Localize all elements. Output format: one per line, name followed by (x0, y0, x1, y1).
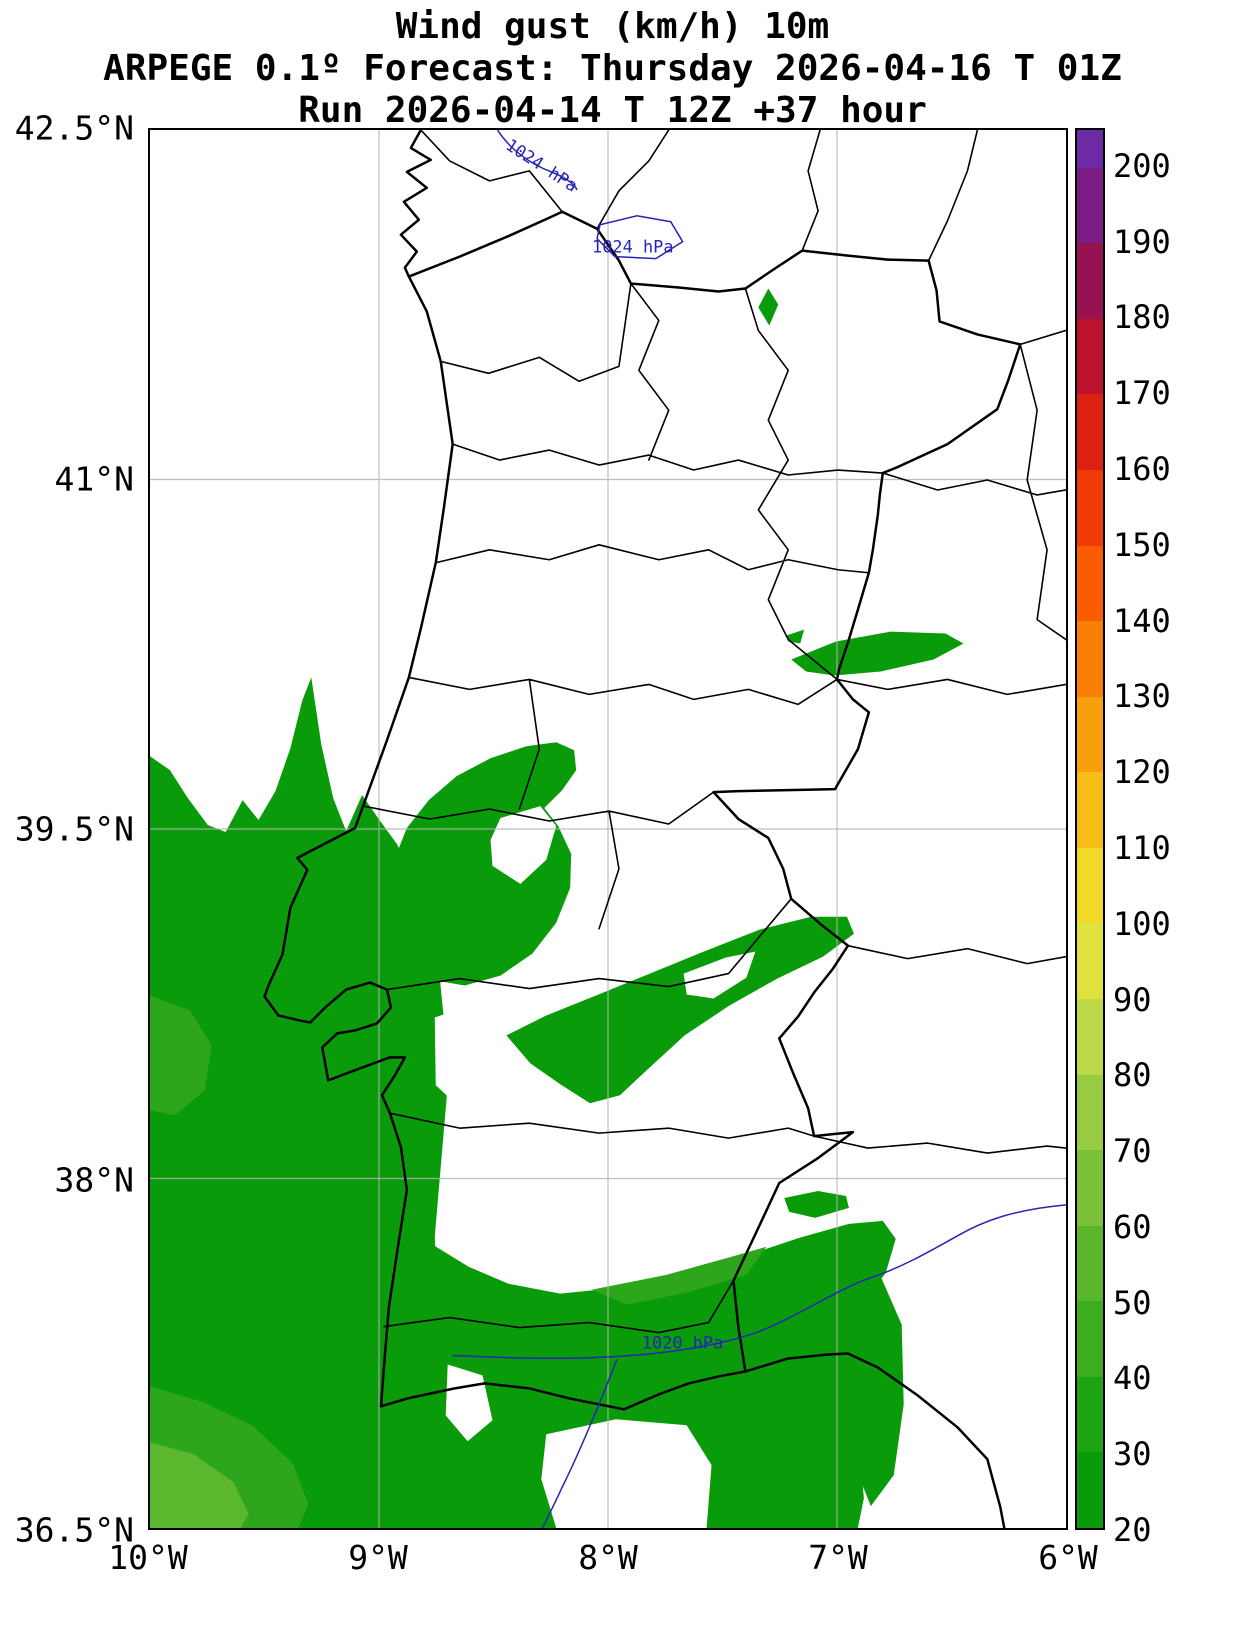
colorbar-tick-label: 60 (1113, 1207, 1152, 1246)
colorbar-segment (1077, 1301, 1103, 1377)
colorbar-tick-label: 160 (1113, 450, 1171, 489)
colorbar-segment (1077, 1452, 1103, 1528)
longitude-axis: 10°W 9°W 8°W 7°W 6°W (108, 1538, 1098, 1582)
isobar-line-1024-a (496, 130, 578, 191)
wind-gust-area-diamond (758, 288, 779, 326)
wind-gust-area-central (394, 742, 577, 986)
colorbar-tick-label: 30 (1113, 1435, 1152, 1474)
isobar-line-1024-b (596, 214, 684, 260)
colorbar-segment (1077, 847, 1103, 924)
chart-title-block: Wind gust (km/h) 10m ARPEGE 0.1º Forecas… (0, 6, 1225, 132)
gridlines (150, 130, 1066, 1528)
gust-hole (434, 1011, 459, 1098)
colorbar-tick-label: 90 (1113, 980, 1152, 1019)
lat-tick-label: 38°N (54, 1160, 134, 1199)
colorbar-segment (1077, 1225, 1103, 1302)
colorbar-segment (1077, 130, 1103, 168)
lon-tick-label: 6°W (1038, 1538, 1098, 1577)
gust-hole (490, 806, 557, 884)
latitude-axis: 42.5°N 41°N 39.5°N 38°N 36.5°N (0, 109, 140, 1550)
wind-gust-area-ocean (150, 677, 463, 1528)
colorbar-segment (1077, 394, 1103, 471)
coastline (263, 130, 1006, 1528)
colorbar-tick-label: 140 (1113, 601, 1171, 640)
colorbar-segment (1077, 696, 1103, 773)
wind-gust-area-40n-small (786, 629, 805, 644)
wind-gust-area-southeast (837, 1276, 904, 1507)
lat-tick-label: 42.5°N (14, 108, 134, 148)
lat-tick-label: 36.5°N (14, 1510, 134, 1550)
colorbar-tick-label: 100 (1113, 904, 1171, 943)
colorbar-tick-label: 20 (1113, 1511, 1152, 1549)
chart-title: Wind gust (km/h) 10m (395, 6, 830, 47)
colorbar-segment (1077, 1150, 1103, 1226)
colorbar-tick-label: 120 (1113, 753, 1171, 792)
colorbar-segment (1077, 167, 1103, 244)
isobar-line-1020-branch (541, 1359, 618, 1528)
wind-gust-area-30-south (592, 1246, 767, 1305)
isobar-line-1020 (452, 1204, 1066, 1360)
colorbar-tick-label: 110 (1113, 828, 1171, 867)
map-svg: 1024 hPa 1024 hPa 1020 hPa (150, 130, 1066, 1528)
colorbar-segment (1077, 923, 1103, 999)
wind-gust-areas (150, 288, 964, 1528)
map-plot: 1024 hPa 1024 hPa 1020 hPa (148, 128, 1068, 1530)
colorbar-segment (1077, 545, 1103, 622)
colorbar-segment (1077, 1376, 1103, 1453)
colorbar-tick-label: 70 (1113, 1132, 1152, 1171)
colorbar-tick-label: 190 (1113, 222, 1171, 261)
lat-tick-label: 41°N (54, 459, 134, 498)
colorbar-tick-labels: 20 30 40 50 60 70 80 90 100 110 120 130 140 150 160 170… (1113, 128, 1253, 1549)
colorbar-tick-label: 130 (1113, 677, 1171, 716)
chart-subtitle-run: Run 2026-04-14 T 12Z +37 hour (298, 90, 927, 131)
admin-borders (362, 130, 1066, 1334)
colorbar-tick-label: 80 (1113, 1056, 1152, 1095)
lon-tick-label: 10°W (108, 1538, 188, 1577)
lon-tick-label: 9°W (348, 1538, 408, 1577)
chart-subtitle-forecast: ARPEGE 0.1º Forecast: Thursday 2026-04-1… (103, 48, 1122, 89)
colorbar-segment (1077, 243, 1103, 319)
isobar-label: 1020 hPa (642, 1333, 723, 1353)
colorbar-tick-label: 40 (1113, 1359, 1152, 1398)
colorbar-segment (1077, 998, 1103, 1075)
lon-tick-label: 7°W (808, 1538, 868, 1577)
colorbar-segment (1077, 318, 1103, 395)
wind-gust-area-40 (150, 1442, 249, 1528)
colorbar-segment (1077, 470, 1103, 546)
lon-tick-label: 8°W (578, 1538, 638, 1577)
gust-hole (541, 1419, 712, 1528)
colorbar-tick-label: 50 (1113, 1283, 1152, 1322)
colorbar (1075, 128, 1105, 1530)
colorbar-segment (1077, 621, 1103, 697)
colorbar-segment (1077, 772, 1103, 848)
wind-gust-area-40n-patch (791, 631, 964, 676)
lat-tick-label: 39.5°N (14, 809, 134, 849)
wind-gust-area-lens (784, 1190, 849, 1218)
colorbar-segment (1077, 1074, 1103, 1151)
colorbar-tick-label: 200 (1113, 146, 1171, 185)
colorbar-tick-label: 150 (1113, 525, 1171, 564)
colorbar-tick-label: 170 (1113, 374, 1171, 413)
isobar-label: 1024 hPa (592, 237, 673, 257)
wind-gust-area-30-left (150, 995, 212, 1116)
colorbar-tick-label: 180 (1113, 298, 1171, 337)
wind-gust-area-interior-band (506, 916, 854, 1104)
